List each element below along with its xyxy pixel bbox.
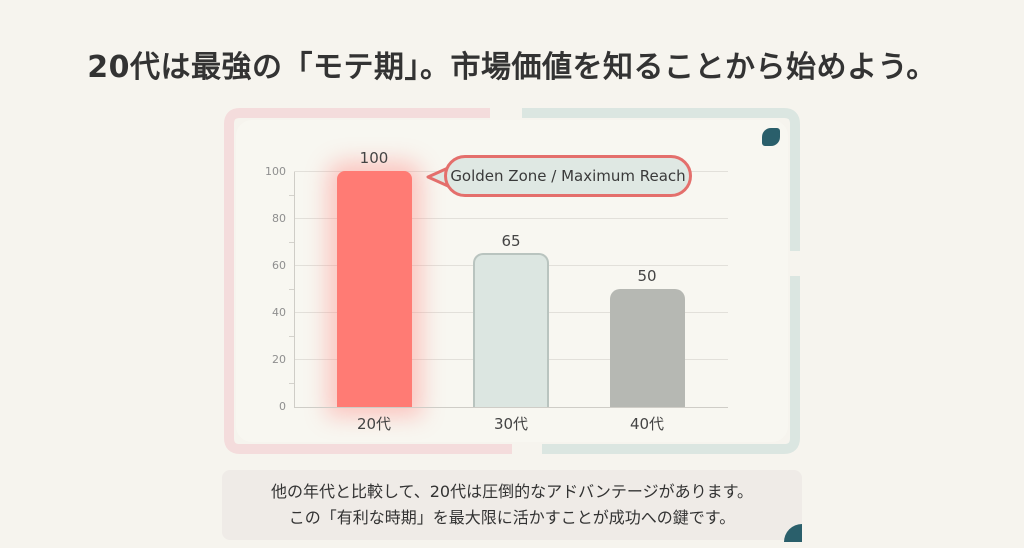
x-category-label: 20代	[356, 415, 392, 433]
summary-line-2: この「有利な時期」を最大限に活かすことが成功への鍵です。	[288, 508, 736, 527]
y-axis	[294, 172, 295, 408]
callout-pointer	[426, 166, 449, 188]
chart-frame	[222, 106, 802, 456]
y-tick-label: 100	[265, 165, 286, 178]
bar-value-label: 65	[501, 232, 521, 250]
gridline	[294, 218, 728, 219]
x-category-label: 40代	[629, 415, 665, 433]
leaf-icon	[762, 128, 780, 146]
minor-tick	[289, 289, 294, 290]
callout-text: Golden Zone / Maximum Reach	[450, 167, 686, 185]
y-tick-label: 0	[279, 400, 286, 413]
bar-value-label: 50	[637, 267, 657, 285]
minor-tick	[289, 383, 294, 384]
page-title: 20代は最強の「モテ期」。市場価値を知ることから始めよう。	[87, 50, 937, 85]
minor-tick	[289, 336, 294, 337]
golden-zone-callout: Golden Zone / Maximum Reach	[444, 155, 692, 197]
minor-tick	[289, 242, 294, 243]
y-tick-label: 20	[272, 353, 286, 366]
leaf-icon	[784, 524, 802, 542]
bar-20s	[337, 171, 412, 407]
bar-30s	[473, 253, 549, 407]
bar-value-label: 100	[359, 149, 389, 167]
summary-box: 他の年代と比較して、20代は圧倒的なアドバンテージがあります。 この「有利な時期…	[222, 470, 802, 540]
bar-40s	[610, 289, 685, 407]
y-tick-label: 60	[272, 259, 286, 272]
x-axis	[294, 407, 728, 408]
minor-tick	[289, 195, 294, 196]
summary-line-1: 他の年代と比較して、20代は圧倒的なアドバンテージがあります。	[271, 482, 753, 501]
y-tick-label: 40	[272, 306, 286, 319]
x-category-label: 30代	[493, 415, 529, 433]
y-tick-label: 80	[272, 212, 286, 225]
